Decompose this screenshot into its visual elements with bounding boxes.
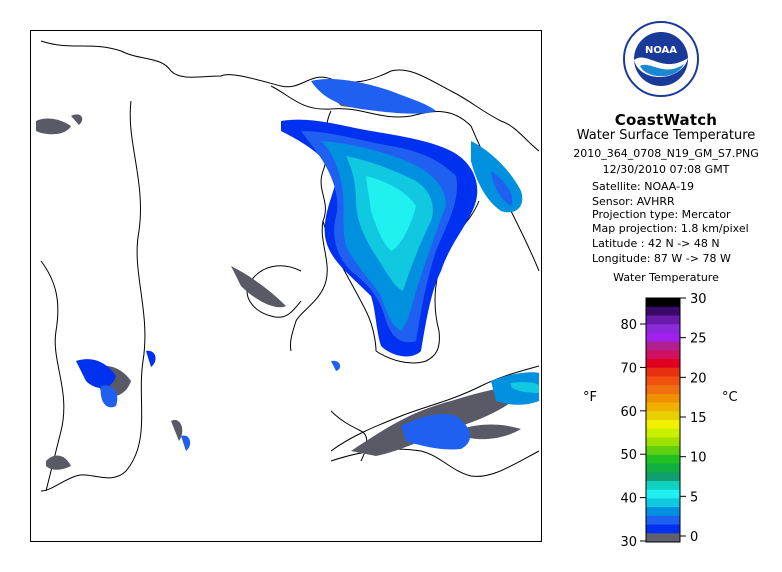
cloud-cover — [36, 90, 531, 470]
colorbar-swatch — [646, 533, 680, 543]
meta-value: Mercator — [681, 208, 731, 221]
meta-value: AVHRR — [636, 195, 675, 208]
colorbar-swatch — [646, 402, 680, 412]
colorbar-border — [645, 297, 681, 543]
colorbar-swatch — [646, 341, 680, 351]
meta-value: NOAA-19 — [644, 180, 695, 193]
colorbar-swatch — [646, 498, 680, 508]
fahrenheit-tick-label: 30 — [620, 535, 637, 550]
celsius-tick-label: 0 — [690, 530, 698, 545]
colorbar-title: Water Temperature — [613, 271, 719, 284]
meta-satellite: Satellite: NOAA-19 — [592, 180, 694, 193]
colorbar-swatch — [646, 393, 680, 404]
fahrenheit-tick-label: 50 — [620, 448, 637, 463]
unit-fahrenheit: °F — [583, 390, 597, 405]
colorbar-swatch — [646, 350, 680, 360]
fahrenheit-tick-label: 60 — [620, 405, 637, 420]
colorbar-swatch — [646, 359, 680, 369]
celsius-tick-label: 25 — [690, 332, 707, 347]
meta-label: Longitude: — [592, 252, 651, 265]
colorbar-swatch — [646, 411, 680, 421]
meta-value: 1.8 km/pixel — [680, 222, 749, 235]
meta-value: 87 W -> 78 W — [653, 252, 731, 265]
colorbar-swatch — [646, 428, 680, 438]
colorbar-swatch — [646, 315, 680, 325]
colorbar-swatch — [646, 454, 680, 465]
meta-value: 42 N -> 48 N — [647, 237, 720, 250]
colorbar-swatch — [646, 367, 680, 377]
celsius-tick-label: 30 — [690, 292, 707, 307]
product-subtitle: Water Surface Temperature — [576, 128, 756, 143]
meta-sensor: Sensor: AVHRR — [592, 195, 675, 208]
water-temperature-field — [76, 79, 539, 451]
celsius-tick-label: 5 — [690, 490, 698, 505]
meta-latitude: Latitude : 42 N -> 48 N — [592, 237, 720, 250]
celsius-tick-label: 10 — [690, 451, 707, 466]
app-title: CoastWatch — [614, 111, 718, 129]
colorbar-swatch — [646, 463, 680, 473]
colorbar-swatch — [646, 420, 680, 430]
colorbar-swatch — [646, 472, 680, 482]
sst-map — [30, 30, 542, 542]
colorbar-swatch — [646, 515, 680, 526]
meta-projection-type: Projection type: Mercator — [592, 208, 731, 221]
colorbar-swatch — [646, 376, 680, 386]
colorbar-swatch — [646, 524, 680, 534]
colorbar-swatch — [646, 489, 680, 499]
fahrenheit-tick-label: 70 — [620, 361, 637, 376]
fahrenheit-tick-label: 80 — [620, 318, 637, 333]
colorbar-swatch — [646, 446, 680, 456]
colorbar-swatch — [646, 306, 680, 316]
meta-label: Sensor: — [592, 195, 634, 208]
meta-label: Map projection: — [592, 222, 678, 235]
filename: 2010_364_0708_N19_GM_S7.PNG — [573, 147, 759, 160]
colorbar-swatch — [646, 332, 680, 343]
celsius-tick-label: 20 — [690, 371, 707, 386]
meta-label: Satellite: — [592, 180, 641, 193]
map-canvas — [36, 40, 540, 492]
meta-label: Projection type: — [592, 208, 679, 221]
celsius-tick-label: 15 — [690, 411, 707, 426]
colorbar-swatch — [646, 481, 680, 491]
noaa-logo: NOAA — [622, 20, 700, 98]
meta-label: Latitude : — [592, 237, 645, 250]
logo-text: NOAA — [645, 45, 677, 56]
meta-longitude: Longitude: 87 W -> 78 W — [592, 252, 731, 265]
colorbar-swatch — [646, 507, 680, 517]
meta-map-projection: Map projection: 1.8 km/pixel — [592, 222, 749, 235]
colorbar-swatch — [646, 385, 680, 395]
colorbar-swatch — [646, 437, 680, 447]
colorbar-swatch — [646, 298, 680, 308]
datetime: 12/30/2010 07:08 GMT — [602, 163, 730, 176]
colorbar-swatch — [646, 324, 680, 334]
unit-celsius: °C — [722, 390, 738, 405]
fahrenheit-tick-label: 40 — [620, 492, 637, 507]
